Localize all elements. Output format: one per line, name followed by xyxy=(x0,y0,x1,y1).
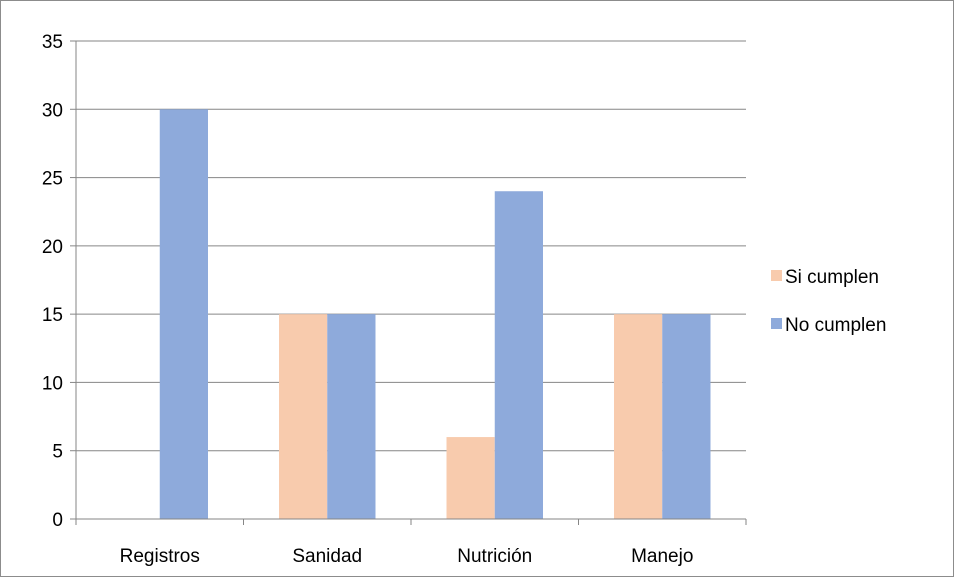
legend: Si cumplen No cumplen xyxy=(771,267,886,336)
x-tick-label: Registros xyxy=(120,546,200,567)
x-tick-label: Sanidad xyxy=(292,546,362,567)
bar-no-cumplen-nutrición xyxy=(494,191,543,519)
legend-swatch-si-cumplen xyxy=(771,270,782,281)
y-tick-label: 30 xyxy=(42,100,63,121)
y-tick-label: 15 xyxy=(42,305,63,326)
y-tick-label: 0 xyxy=(52,510,63,531)
bars xyxy=(159,109,711,520)
x-tick-label: Manejo xyxy=(631,546,693,567)
x-tick-labels: Registros Sanidad Nutrición Manejo xyxy=(120,546,694,567)
bar-si-cumplen-nutrición xyxy=(446,437,495,519)
y-tick-label: 20 xyxy=(42,237,63,258)
y-tick-label: 10 xyxy=(42,373,63,394)
bar-si-cumplen-manejo xyxy=(614,314,663,519)
x-tick-label: Nutrición xyxy=(457,546,532,567)
legend-label: Si cumplen xyxy=(785,267,879,288)
bar-no-cumplen-registros xyxy=(159,109,208,520)
y-tick-labels: 0 5 10 15 20 25 30 35 xyxy=(42,32,63,531)
y-tick-label: 5 xyxy=(52,442,63,463)
y-tick-label: 35 xyxy=(42,32,63,53)
legend-swatch-no-cumplen xyxy=(771,318,782,329)
axes xyxy=(70,40,747,525)
legend-label: No cumplen xyxy=(785,315,886,336)
bar-si-cumplen-sanidad xyxy=(279,314,328,519)
bar-no-cumplen-manejo xyxy=(662,314,711,519)
y-tick-label: 25 xyxy=(42,169,63,190)
bar-no-cumplen-sanidad xyxy=(327,314,376,519)
